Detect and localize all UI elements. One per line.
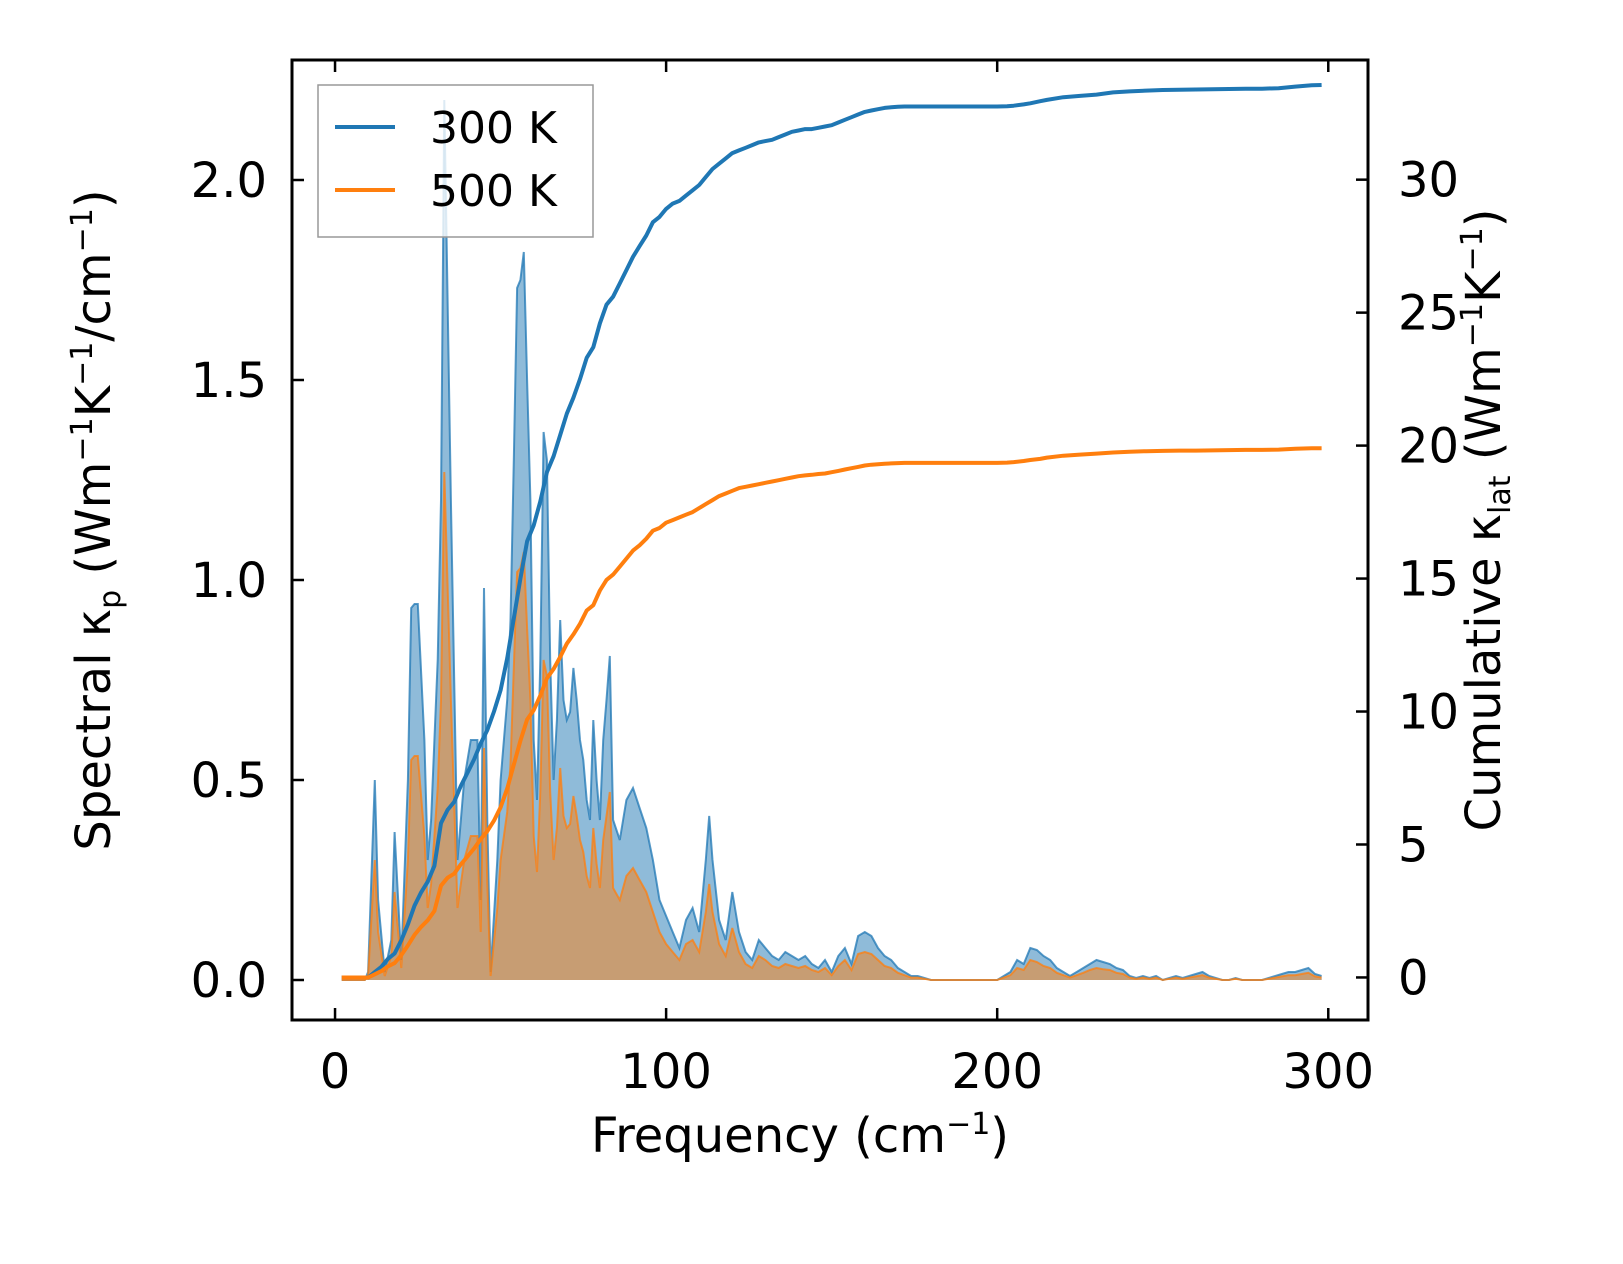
y-left-tick-label: 2.0 [191,153,267,209]
x-tick-label: 0 [320,1044,351,1100]
x-tick-label: 300 [1282,1044,1374,1100]
y-right-tick-label: 20 [1398,419,1459,475]
y-left-tick-label: 0.0 [191,953,267,1009]
series-line-layer [341,83,1322,980]
cumulative-line-300k [341,83,1322,980]
legend: 300 K 500 K [317,84,594,238]
y-axis-left-title: Spectral κp (Wm−1K−1/cm−1) [65,189,128,850]
y-right-tick-label: 25 [1398,286,1459,342]
spectral-fill-500k [341,472,1322,980]
legend-box [317,84,594,238]
ticks-layer: 0 100 200 300 0.0 0.5 1.0 1.5 2.0 0 5 10 15 20 25 30 [191,60,1459,1100]
y-right-tick-label: 10 [1398,685,1459,741]
cumulative-line-500k [341,446,1322,980]
legend-label-300k: 300 K [430,103,558,154]
x-tick-label: 200 [951,1044,1043,1100]
legend-label-500k: 500 K [430,166,558,217]
y-left-tick-label: 1.0 [191,553,267,609]
plot-frame [290,58,1370,1022]
y-left-tick-label: 1.5 [191,353,267,409]
y-axis-right-title: Cumulative κlat (Wm−1K−1) [1455,209,1518,832]
spectral-line-300k [341,99,1322,982]
y-right-tick-label: 30 [1398,153,1459,209]
y-right-tick-label: 15 [1398,552,1459,608]
y-right-tick-label: 5 [1398,817,1429,873]
x-axis-title: Frequency (cm−1) [591,1107,1009,1164]
y-right-tick-label: 0 [1398,950,1429,1006]
spectral-line-500k [341,471,1322,982]
y-left-tick-label: 0.5 [191,753,267,809]
x-tick-label: 100 [620,1044,712,1100]
